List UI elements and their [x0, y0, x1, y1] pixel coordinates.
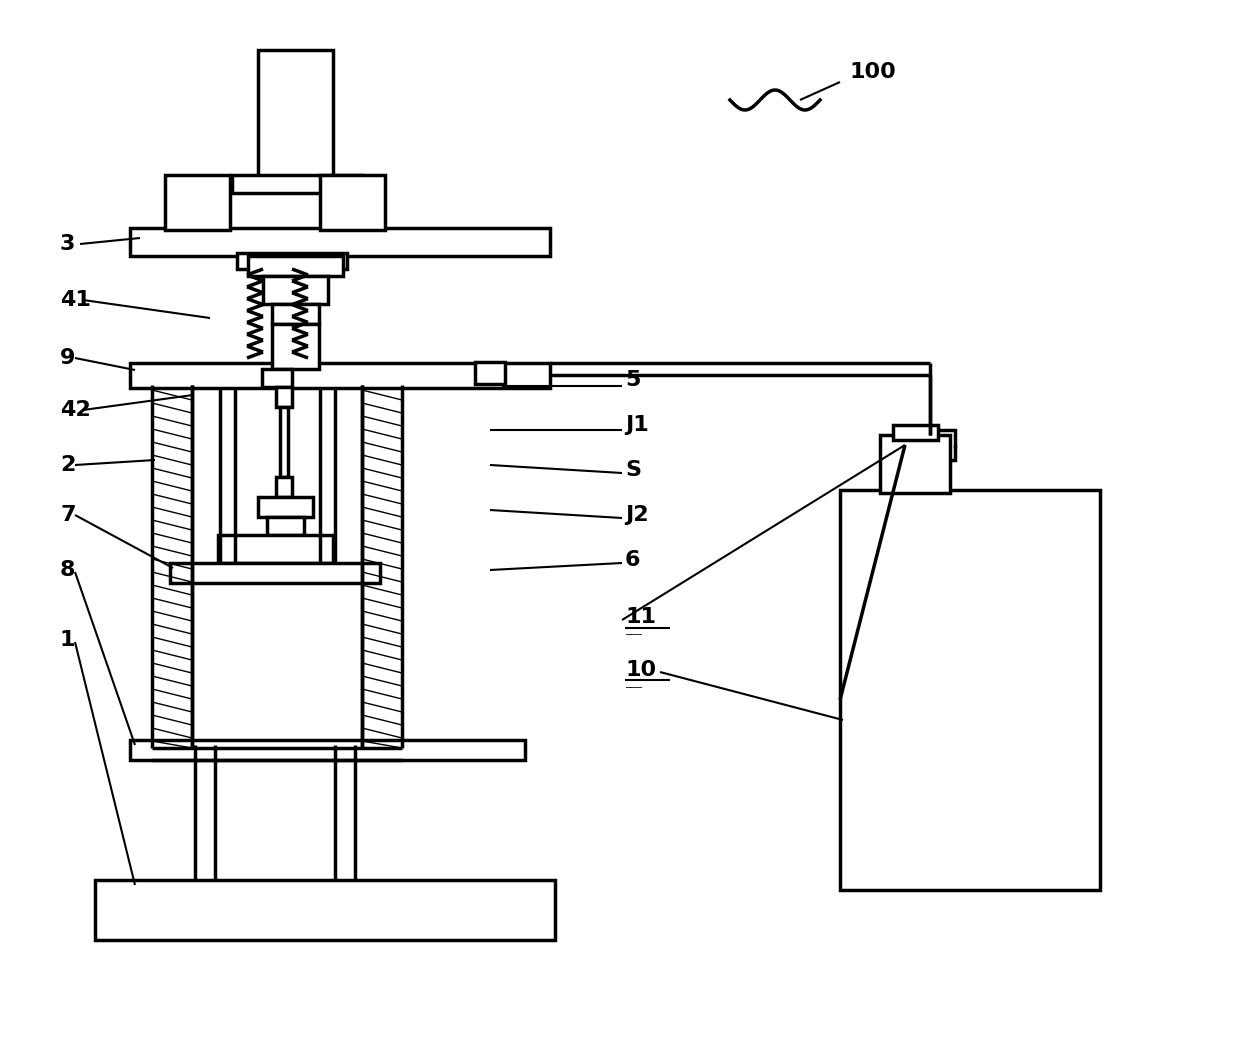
Text: 100: 100	[850, 62, 897, 82]
Text: 3: 3	[59, 234, 76, 254]
Bar	[258, 50, 333, 180]
Bar	[273, 324, 318, 369]
Text: 42: 42	[59, 400, 90, 420]
Bar	[880, 435, 950, 492]
Text: 2: 2	[59, 455, 76, 475]
Text: 8: 8	[59, 560, 76, 580]
Bar	[276, 387, 292, 407]
Bar	[218, 535, 333, 563]
Bar	[266, 517, 304, 535]
Bar	[130, 740, 525, 760]
Text: 10: 10	[624, 660, 657, 680]
Bar	[232, 175, 362, 193]
Text: 1: 1	[59, 630, 76, 650]
Text: 6: 6	[624, 550, 641, 570]
Text: J2: J2	[624, 505, 649, 525]
Bar	[258, 497, 313, 517]
Text: ___: ___	[624, 677, 642, 688]
Bar	[263, 276, 328, 304]
Bar	[237, 254, 347, 269]
Bar	[475, 362, 506, 384]
Bar	[276, 477, 292, 497]
Bar	[840, 490, 1100, 890]
Bar	[170, 563, 380, 583]
Bar	[165, 175, 230, 230]
Text: J1: J1	[624, 415, 649, 435]
Text: 5: 5	[624, 370, 641, 390]
Text: S: S	[624, 460, 641, 480]
Bar	[904, 430, 955, 460]
Bar	[130, 363, 550, 388]
Bar	[130, 228, 550, 256]
Bar	[248, 256, 343, 276]
Text: 11: 11	[624, 607, 655, 627]
Bar	[95, 880, 555, 940]
Bar	[320, 175, 385, 230]
Bar	[893, 425, 938, 439]
Bar	[261, 369, 292, 387]
Text: 41: 41	[59, 290, 90, 310]
Bar	[273, 304, 318, 324]
Text: 9: 9	[59, 348, 76, 368]
Bar	[280, 407, 287, 477]
Text: 7: 7	[59, 505, 76, 525]
Text: ___: ___	[624, 624, 642, 635]
